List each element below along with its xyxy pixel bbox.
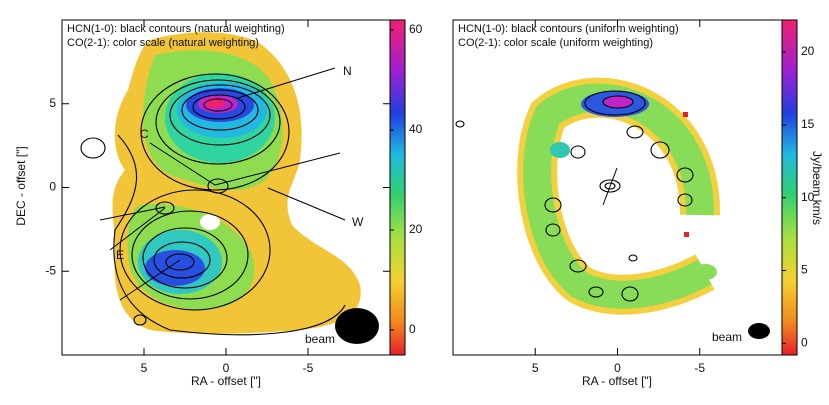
x-tick-label: -5 [303, 361, 314, 375]
colorbar-tick-label: 10 [801, 190, 815, 204]
colorbar-tick-label: 20 [801, 44, 815, 58]
right-title: HCN(1-0): black contours (uniform weight… [458, 23, 679, 35]
colorbar-tick-label: 20 [409, 222, 423, 236]
y-tick-label: 0 [49, 180, 56, 194]
colorbar-tick-label: 15 [801, 117, 815, 131]
x-tick-label: -5 [694, 361, 705, 375]
x-axis-label: RA - offset ["] [191, 374, 261, 388]
left-subtitle: CO(2-1): color scale (natural weighting) [67, 37, 259, 49]
left-colorbar [389, 19, 406, 356]
x-tick-label: 5 [532, 361, 539, 375]
x-tick-label: 0 [614, 361, 621, 375]
annotation: W [352, 215, 364, 229]
colorbar-tick-label: 0 [409, 322, 416, 336]
x-axis-label: RA - offset ["] [582, 374, 652, 388]
colorbar-tick-label: 0 [801, 336, 808, 350]
annotation: C [140, 127, 149, 141]
annotation: beam [712, 330, 742, 344]
y-tick-label: -5 [45, 263, 56, 277]
annotation: beam [305, 332, 335, 346]
x-tick-label: 0 [223, 361, 230, 375]
left-map-image [80, 32, 379, 344]
colorbar-tick-label: 5 [801, 263, 808, 277]
colorbar-label: Jy/beam km/s [810, 151, 824, 225]
colorbar-tick-label: 60 [409, 22, 423, 36]
right-subtitle: CO(2-1): color scale (uniform weighting) [458, 37, 653, 49]
left-title: HCN(1-0): black contours (natural weight… [67, 23, 285, 35]
annotation: N [343, 64, 352, 78]
x-tick-label: 5 [141, 361, 148, 375]
right-colorbar [781, 19, 798, 356]
annotation: E [116, 248, 124, 262]
right-map-image [455, 77, 770, 339]
contours [455, 90, 694, 302]
y-tick-label: 5 [49, 96, 56, 110]
colorbar-tick-label: 40 [409, 122, 423, 136]
contours [80, 73, 346, 336]
y-axis-label: DEC - offset ["] [14, 146, 28, 225]
